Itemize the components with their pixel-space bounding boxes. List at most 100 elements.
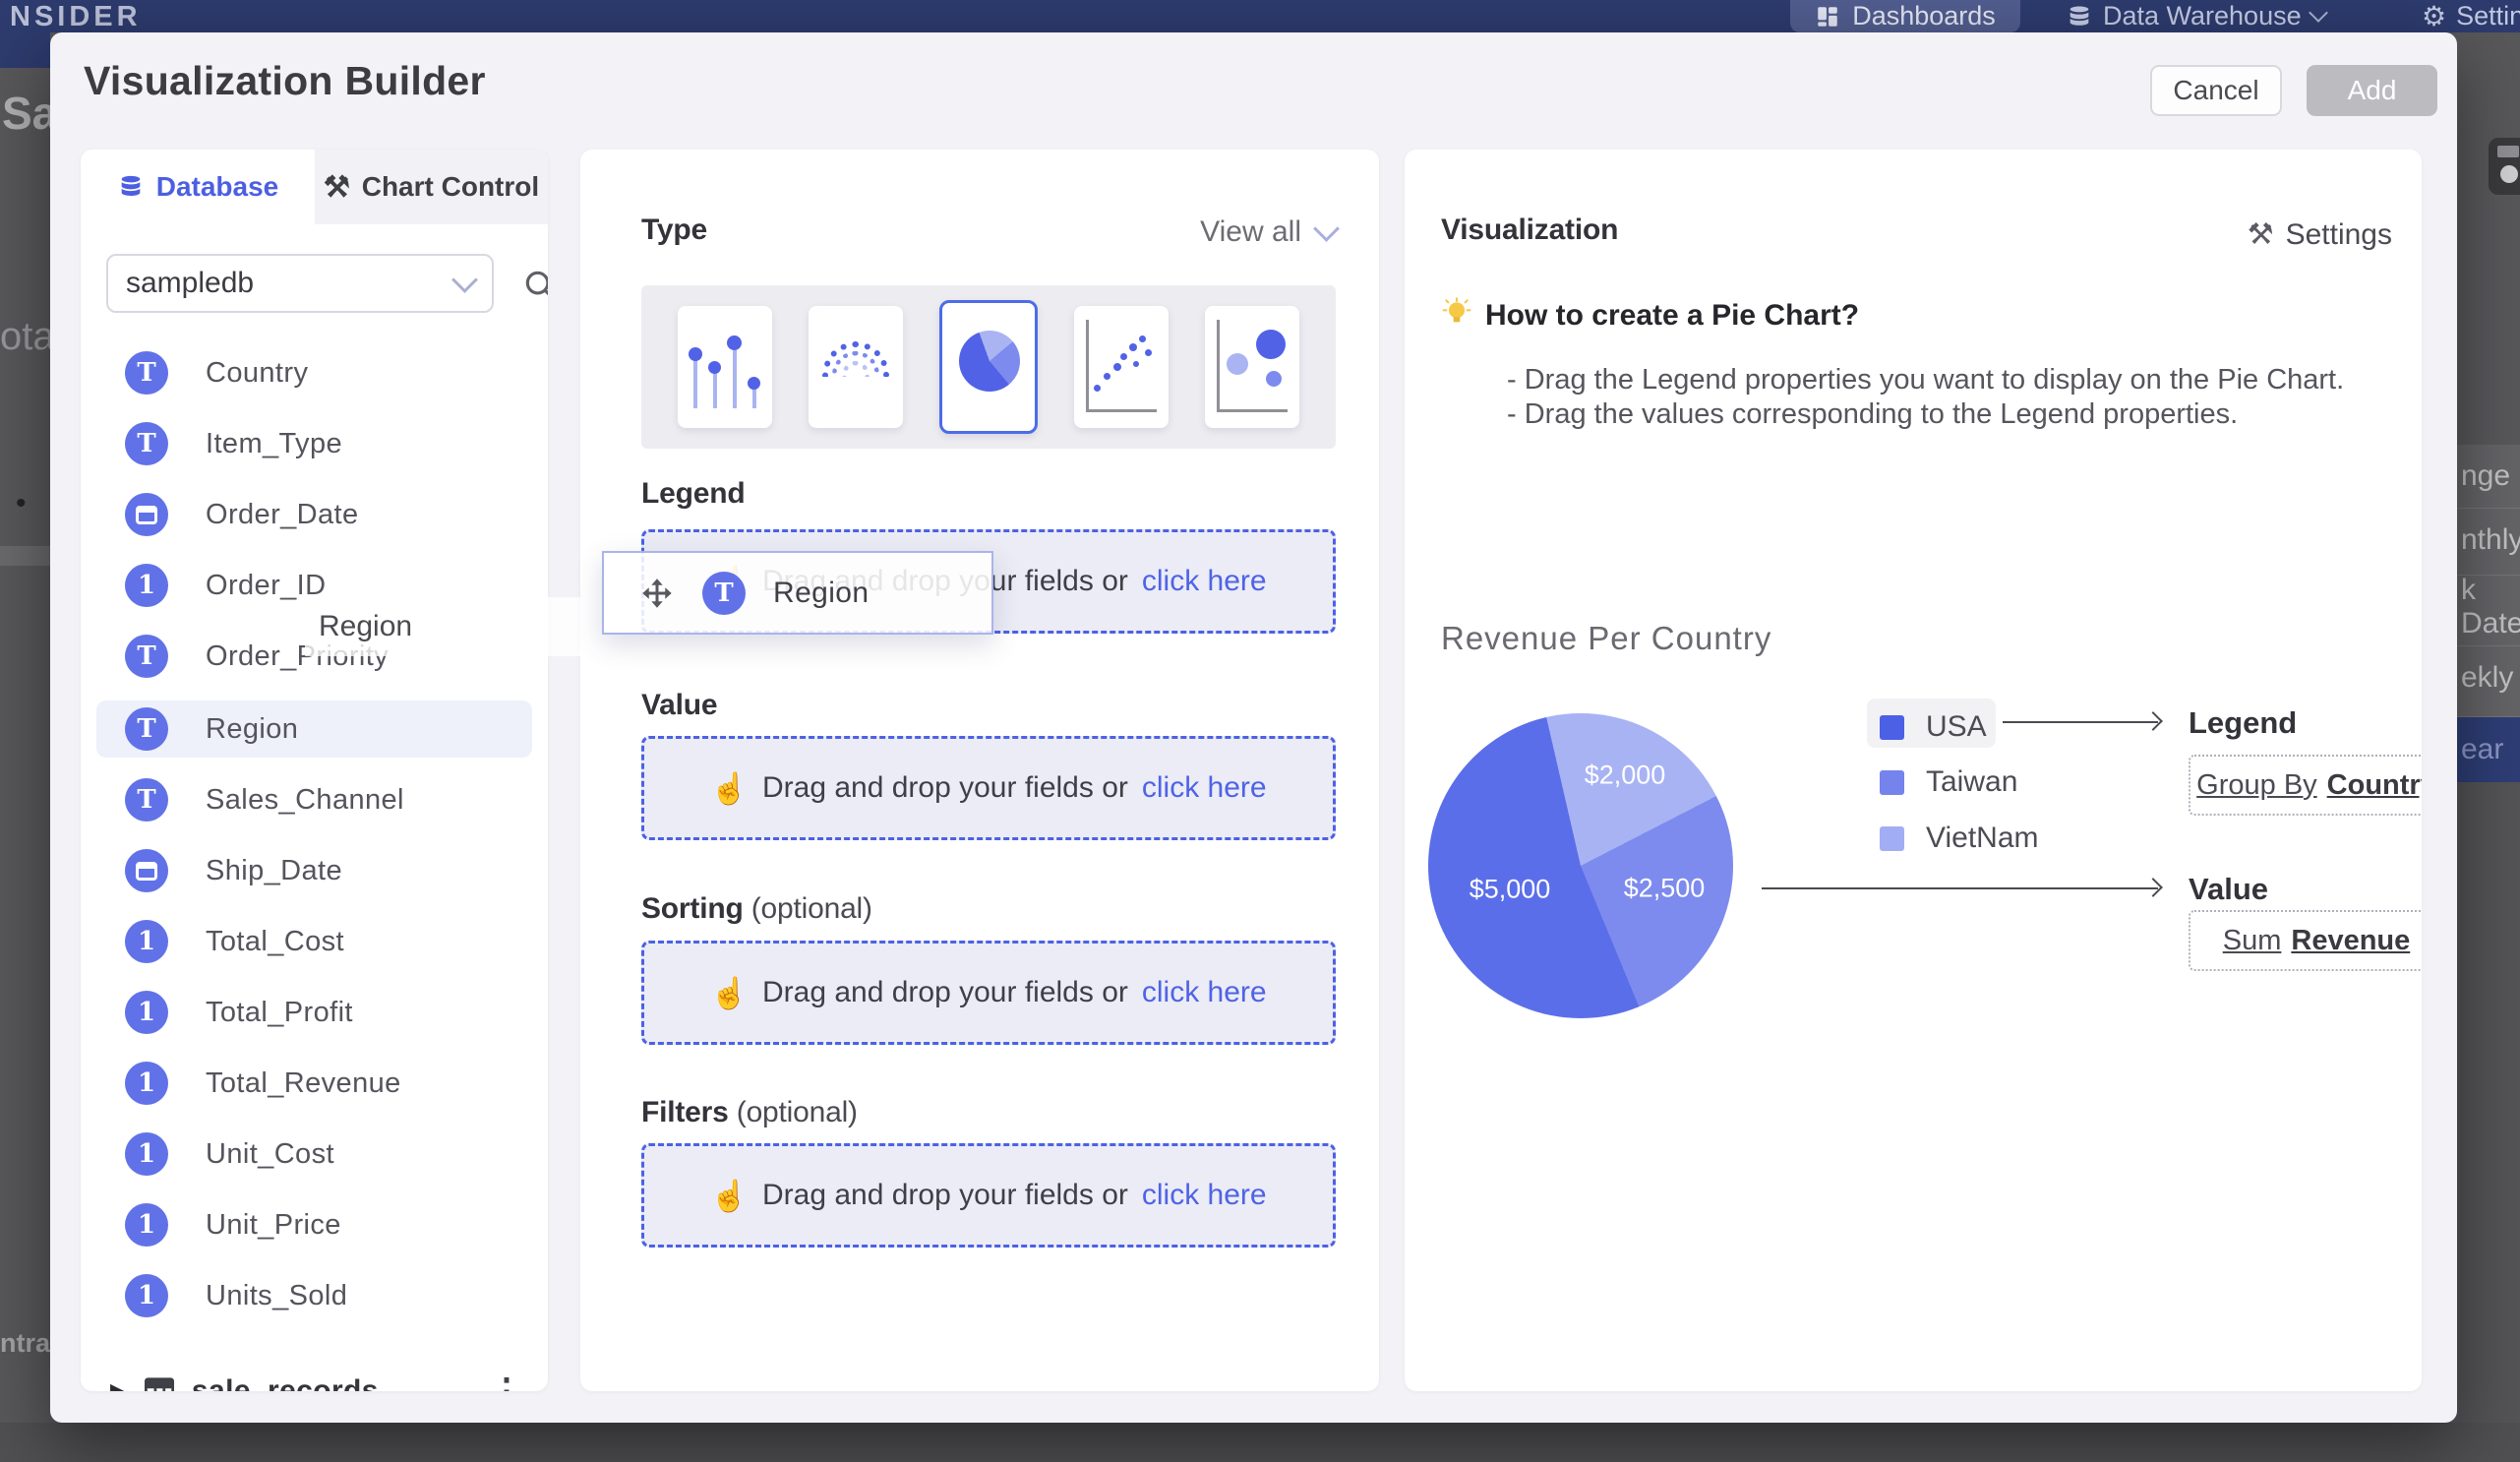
chart-type-bubble[interactable]: [1205, 306, 1299, 428]
chart-type-lollipop[interactable]: [678, 306, 772, 428]
field-type-icon: [125, 1203, 168, 1247]
bg-central-fragment: ntral: [0, 1328, 58, 1358]
field-label: Unit_Cost: [206, 1137, 334, 1170]
drag-preview-label: Region: [319, 610, 413, 642]
dropzone-click-here-link[interactable]: click here: [1141, 565, 1267, 597]
menu-item-weekly[interactable]: ekly: [2457, 645, 2520, 708]
field-row-region-selected[interactable]: Region: [96, 701, 532, 758]
example-chart-title: Revenue Per Country: [1441, 620, 1772, 656]
field-row[interactable]: Order_ID: [81, 557, 533, 614]
bg-right-lower: [2457, 782, 2520, 1423]
group-by-box: Group By Country: [2189, 755, 2422, 816]
dropzone-click-here-link[interactable]: click here: [1141, 976, 1267, 1008]
kebab-menu-icon[interactable]: ⋮: [489, 1371, 524, 1391]
field-type-icon: [125, 1274, 168, 1317]
agg-label: Sum: [2222, 924, 2282, 956]
sorting-dropzone[interactable]: ☝ Drag and drop your fields or click her…: [641, 941, 1336, 1045]
filters-section-label: Filters (optional): [641, 1096, 858, 1128]
tools-icon: ⚒: [323, 170, 350, 204]
visualization-builder-modal: Visualization Builder Cancel Add Databas…: [50, 32, 2457, 1423]
tab-chart-control[interactable]: ⚒ Chart Control: [315, 150, 548, 224]
menu-item-year-selected[interactable]: ear: [2457, 716, 2520, 782]
filters-dropzone[interactable]: ☝ Drag and drop your fields or click her…: [641, 1143, 1336, 1248]
group-by-field: Country: [2326, 768, 2422, 801]
database-icon: [121, 175, 141, 196]
dropzone-text: Drag and drop your fields or: [762, 771, 1128, 804]
field-type-icon: [125, 351, 168, 395]
value-callout-arrow: [1762, 887, 2158, 889]
chart-type-arc[interactable]: [809, 306, 903, 428]
nav-data-warehouse[interactable]: Data Warehouse: [2066, 0, 2328, 32]
view-all-button[interactable]: View all: [1200, 214, 1340, 249]
bg-bullet: •: [16, 487, 27, 519]
brand-logo: NSIDER: [10, 1, 142, 32]
field-row[interactable]: Ship_Date: [81, 842, 533, 899]
nav-data-warehouse-label: Data Warehouse: [2103, 1, 2302, 30]
field-type-icon: [125, 707, 168, 751]
drag-ghost-label: Region: [773, 576, 870, 609]
table-row-sale-records[interactable]: ▶ sale_records ⋮: [81, 1360, 548, 1391]
visualization-title: Visualization: [1441, 213, 1619, 246]
tap-icon: ☝: [710, 770, 749, 806]
field-label: Unit_Price: [206, 1208, 341, 1241]
howto-line-1: - Drag the Legend properties you want to…: [1507, 364, 2345, 396]
field-label: Total_Profit: [206, 996, 353, 1028]
legend-section-label: Legend: [641, 477, 746, 510]
field-row[interactable]: Unit_Cost: [81, 1126, 533, 1183]
field-row[interactable]: Country: [81, 344, 533, 401]
menu-item-range[interactable]: nge: [2461, 459, 2511, 492]
field-row[interactable]: Unit_Price: [81, 1196, 533, 1253]
chevron-down-icon: [2308, 2, 2328, 23]
top-navbar: [0, 0, 2520, 32]
bg-subheader: [0, 32, 50, 68]
bg-bottom-strip: [0, 1423, 2520, 1462]
cancel-button[interactable]: Cancel: [2150, 65, 2282, 116]
drag-ghost-card[interactable]: Region: [602, 551, 993, 635]
dropzone-click-here-link[interactable]: click here: [1141, 1179, 1267, 1211]
field-row[interactable]: Sales_Channel: [81, 771, 533, 828]
field-row[interactable]: Order_Date: [81, 486, 533, 543]
field-type-icon: [125, 849, 168, 892]
field-row[interactable]: Units_Sold: [81, 1267, 533, 1324]
nav-dashboards[interactable]: Dashboards: [1790, 0, 2020, 32]
legend-item-taiwan[interactable]: Taiwan: [1880, 765, 2017, 799]
field-type-icon: [125, 422, 168, 465]
legend-label: Taiwan: [1926, 765, 2018, 798]
field-type-icon: [125, 778, 168, 822]
chevron-down-icon: [1313, 214, 1340, 242]
menu-item-monthly[interactable]: nthly: [2457, 508, 2520, 571]
expand-triangle-icon[interactable]: ▶: [110, 1378, 127, 1391]
value-dropzone[interactable]: ☝ Drag and drop your fields or click her…: [641, 736, 1336, 840]
legend-item-usa[interactable]: USA: [1880, 710, 1987, 744]
menu-item-pick-date[interactable]: k Date: [2457, 574, 2520, 640]
legend-item-vietnam[interactable]: VietNam: [1880, 822, 2039, 855]
builder-panel: Type View all: [580, 150, 1379, 1391]
move-icon: [642, 578, 672, 608]
field-label: Sales_Channel: [206, 783, 404, 816]
field-row[interactable]: Total_Cost: [81, 913, 533, 970]
field-row[interactable]: Total_Profit: [81, 984, 533, 1041]
chart-type-scatter[interactable]: [1074, 306, 1169, 428]
nav-settings[interactable]: ⚙ Settin: [2422, 0, 2520, 32]
add-button[interactable]: Add: [2307, 65, 2437, 116]
save-icon[interactable]: [2489, 138, 2520, 195]
field-row[interactable]: Total_Revenue: [81, 1055, 533, 1112]
tab-database[interactable]: Database: [81, 150, 315, 224]
dashboard-grid-icon: [1818, 6, 1837, 27]
chart-type-pie-selected[interactable]: [939, 300, 1038, 434]
database-select[interactable]: sampledb: [106, 254, 494, 313]
field-label: Order_ID: [206, 569, 327, 601]
settings-button[interactable]: ⚒ Settings: [2248, 217, 2392, 252]
search-icon[interactable]: [521, 266, 548, 305]
legend-callout-label: Legend: [2189, 705, 2298, 740]
field-label: Total_Revenue: [206, 1066, 401, 1099]
field-type-icon: [125, 1062, 168, 1105]
dropzone-click-here-link[interactable]: click here: [1141, 771, 1267, 804]
chart-type-strip: [641, 285, 1336, 449]
table-name: sale_records: [191, 1374, 379, 1391]
drag-preview: Region: [305, 597, 605, 656]
field-row[interactable]: Item_Type: [81, 415, 533, 472]
tap-icon: ☝: [710, 1178, 749, 1213]
field-type-icon: [125, 991, 168, 1034]
